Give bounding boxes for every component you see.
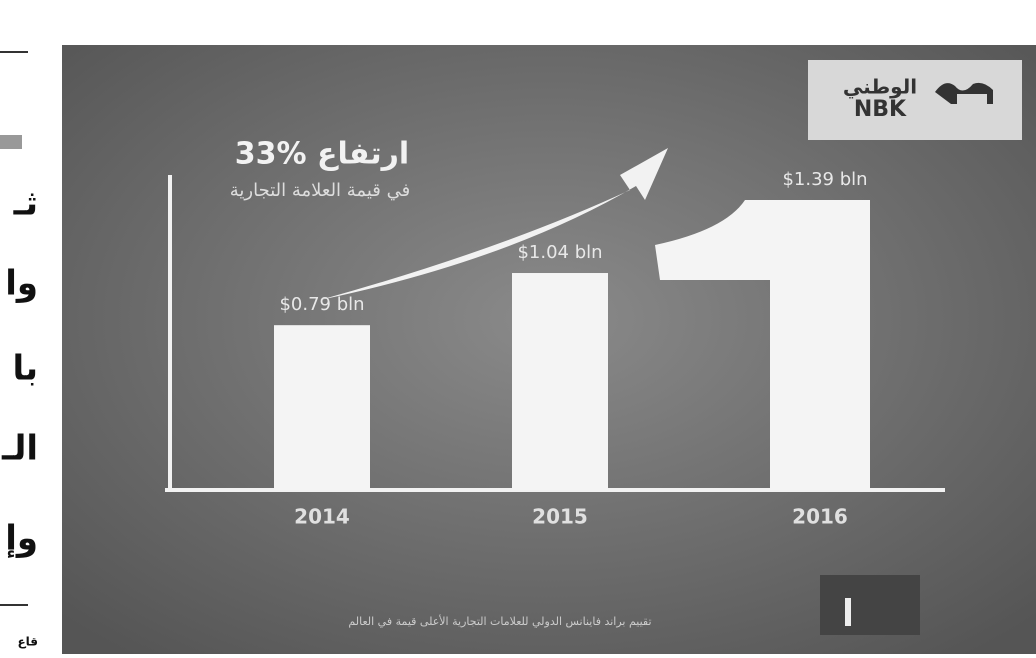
side-text: وا	[5, 264, 38, 304]
value-label: $0.79 bln	[279, 294, 364, 315]
side-text: قاع	[17, 635, 38, 649]
logo-camel	[935, 82, 993, 104]
x-tick-label: 2014	[294, 505, 350, 529]
side-column: ثـ وا با الـ وإ قاع	[1, 184, 38, 649]
side-text: الـ	[1, 429, 38, 469]
logo-box	[808, 60, 1022, 140]
badge	[820, 575, 920, 635]
bar	[274, 325, 370, 490]
x-tick-label: 2015	[532, 505, 588, 529]
x-tick-label: 2016	[792, 505, 848, 529]
footer-note: تقييم براند فاينانس الدولي للعلامات التج…	[348, 614, 651, 628]
side-text: با	[12, 349, 38, 389]
value-label: $1.04 bln	[517, 242, 602, 263]
subtitle-box: في قيمة العلامة التجارية	[229, 180, 411, 201]
logo-arabic: الوطني	[843, 75, 917, 100]
chart-title: 33% ارتفاع	[235, 137, 409, 172]
value-label: $1.39 bln	[782, 169, 867, 190]
badge-mark	[845, 598, 851, 626]
chart-subtitle: في قيمة العلامة التجارية	[229, 180, 411, 201]
marker	[0, 135, 22, 149]
side-text: وإ	[5, 519, 38, 559]
bar	[512, 273, 608, 490]
logo-latin: NBK	[854, 97, 907, 122]
bar	[655, 200, 870, 490]
side-text: ثـ	[13, 184, 38, 224]
